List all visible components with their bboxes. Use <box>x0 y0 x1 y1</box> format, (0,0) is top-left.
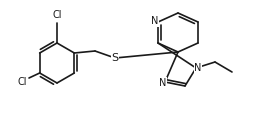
Text: N: N <box>159 78 167 88</box>
Text: S: S <box>111 53 119 63</box>
Text: N: N <box>194 63 202 73</box>
Text: Cl: Cl <box>17 77 27 87</box>
Text: Cl: Cl <box>52 10 62 20</box>
Text: N: N <box>151 16 159 26</box>
